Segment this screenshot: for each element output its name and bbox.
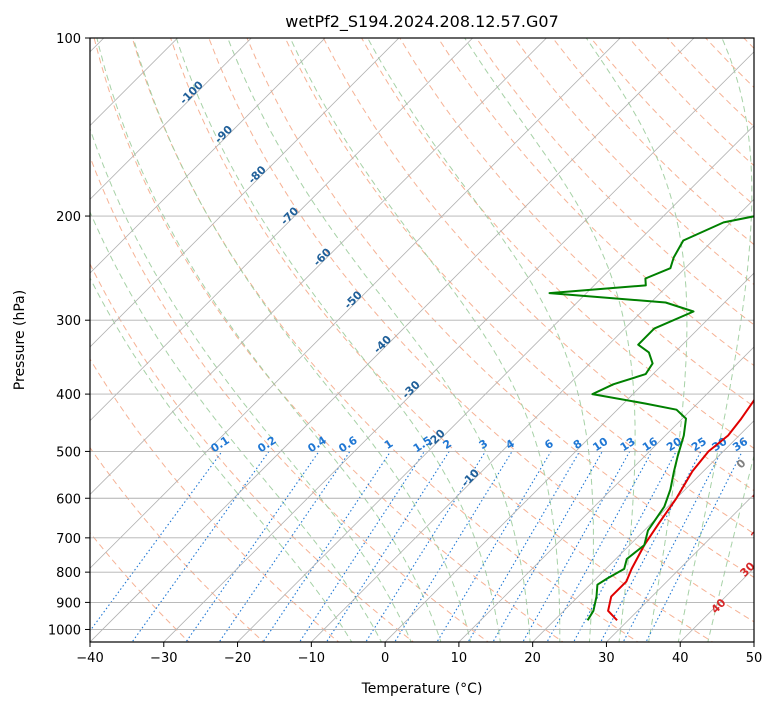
isotherms bbox=[90, 38, 754, 642]
y-tick-label: 100 bbox=[56, 32, 81, 47]
isobars bbox=[90, 38, 754, 630]
moist-adiabat-line bbox=[90, 127, 412, 642]
mixing-ratio-line bbox=[622, 451, 722, 642]
x-tick-label: 40 bbox=[672, 651, 689, 666]
plot-frame bbox=[89, 37, 755, 643]
isotherm-line bbox=[310, 198, 754, 642]
dewpoint-line bbox=[548, 215, 754, 621]
mixing-ratio-line bbox=[298, 451, 425, 642]
plot-area: 0.1 0.2 0.4 0.6 1 1.5 2 3 4 6 8 10 13 16 20 25 30 36-100-… bbox=[90, 38, 770, 642]
y-tick-label: 300 bbox=[56, 314, 81, 329]
mixing-ratio-line bbox=[492, 451, 603, 642]
x-tick-label: −40 bbox=[76, 651, 103, 666]
chart-title: wetPf2_S194.2024.208.12.57.G07 bbox=[285, 12, 559, 32]
x-tick-label: −10 bbox=[298, 651, 325, 666]
x-tick-label: 20 bbox=[524, 651, 541, 666]
dry-adiabat-line bbox=[284, 38, 754, 535]
isotherm-line bbox=[90, 38, 695, 642]
moist-adiabat-label: 10 bbox=[750, 485, 770, 505]
moist-adiabat-label: 20 bbox=[749, 523, 769, 543]
axes: −40 −30 −20 −10 0 10 20 30 40 50 100 200 300 400 500 60… bbox=[48, 32, 762, 666]
x-tick-label: 10 bbox=[451, 651, 468, 666]
isotherm-line bbox=[605, 493, 754, 642]
dry-adiabat-line bbox=[437, 38, 754, 367]
dry-adiabat-line bbox=[90, 155, 490, 642]
y-tick-label: 200 bbox=[56, 210, 81, 225]
mixing-ratio-line bbox=[572, 451, 677, 642]
x-axis-title: Temperature (°C) bbox=[361, 681, 483, 697]
moist-adiabat-line bbox=[90, 210, 382, 642]
dry-adiabat-line bbox=[475, 38, 754, 326]
y-axis-title: Pressure (hPa) bbox=[12, 290, 28, 390]
isotherm-line bbox=[90, 38, 474, 422]
x-tick-label: −30 bbox=[150, 651, 177, 666]
y-tick-label: 400 bbox=[56, 388, 81, 403]
x-tick-label: 30 bbox=[598, 651, 615, 666]
mixing-ratio-line bbox=[522, 451, 631, 642]
y-tick-label: 700 bbox=[56, 532, 81, 547]
temperature-line bbox=[607, 398, 754, 621]
y-tick-label: 800 bbox=[56, 566, 81, 581]
isotherm-line bbox=[90, 38, 548, 496]
mixing-ratio-line bbox=[546, 451, 653, 642]
mixing-ratio-line bbox=[185, 451, 320, 642]
isotherm-line bbox=[236, 124, 754, 642]
isotherm-line bbox=[90, 38, 326, 274]
isotherm-line bbox=[163, 51, 754, 642]
profile-series bbox=[548, 215, 754, 621]
isotherm-line bbox=[532, 420, 754, 642]
mixing-ratio-line bbox=[436, 451, 552, 642]
y-tick-label: 500 bbox=[56, 445, 81, 460]
dry-adiabat-line bbox=[399, 38, 754, 408]
mixing-ratio-line bbox=[394, 451, 513, 642]
mixing-ratio-line bbox=[218, 451, 351, 642]
isotherm-line bbox=[90, 38, 179, 127]
x-tick-label: −20 bbox=[224, 651, 251, 666]
dry-adiabat-line bbox=[246, 38, 754, 578]
isotherm-line bbox=[90, 38, 621, 569]
mixing-ratio-line bbox=[262, 451, 392, 642]
y-tick-label: 600 bbox=[56, 492, 81, 507]
isotherm-line bbox=[90, 38, 400, 348]
y-tick-label: 1000 bbox=[48, 623, 81, 638]
y-tick-label: 900 bbox=[56, 596, 81, 611]
mixing-ratio-lines bbox=[90, 451, 743, 642]
mixing-ratio-line bbox=[645, 451, 743, 642]
x-tick-label: 50 bbox=[746, 651, 763, 666]
dry-adiabat-line bbox=[361, 38, 754, 449]
isotherm-line bbox=[384, 272, 754, 642]
isotherm-line bbox=[90, 38, 252, 200]
mixing-ratio-line bbox=[600, 451, 702, 642]
x-tick-label: 0 bbox=[381, 651, 389, 666]
dry-adiabat-line bbox=[322, 38, 754, 492]
mixing-ratio-line bbox=[467, 451, 581, 642]
dry-adiabat-line bbox=[90, 262, 415, 642]
isotherm-line bbox=[458, 346, 754, 642]
